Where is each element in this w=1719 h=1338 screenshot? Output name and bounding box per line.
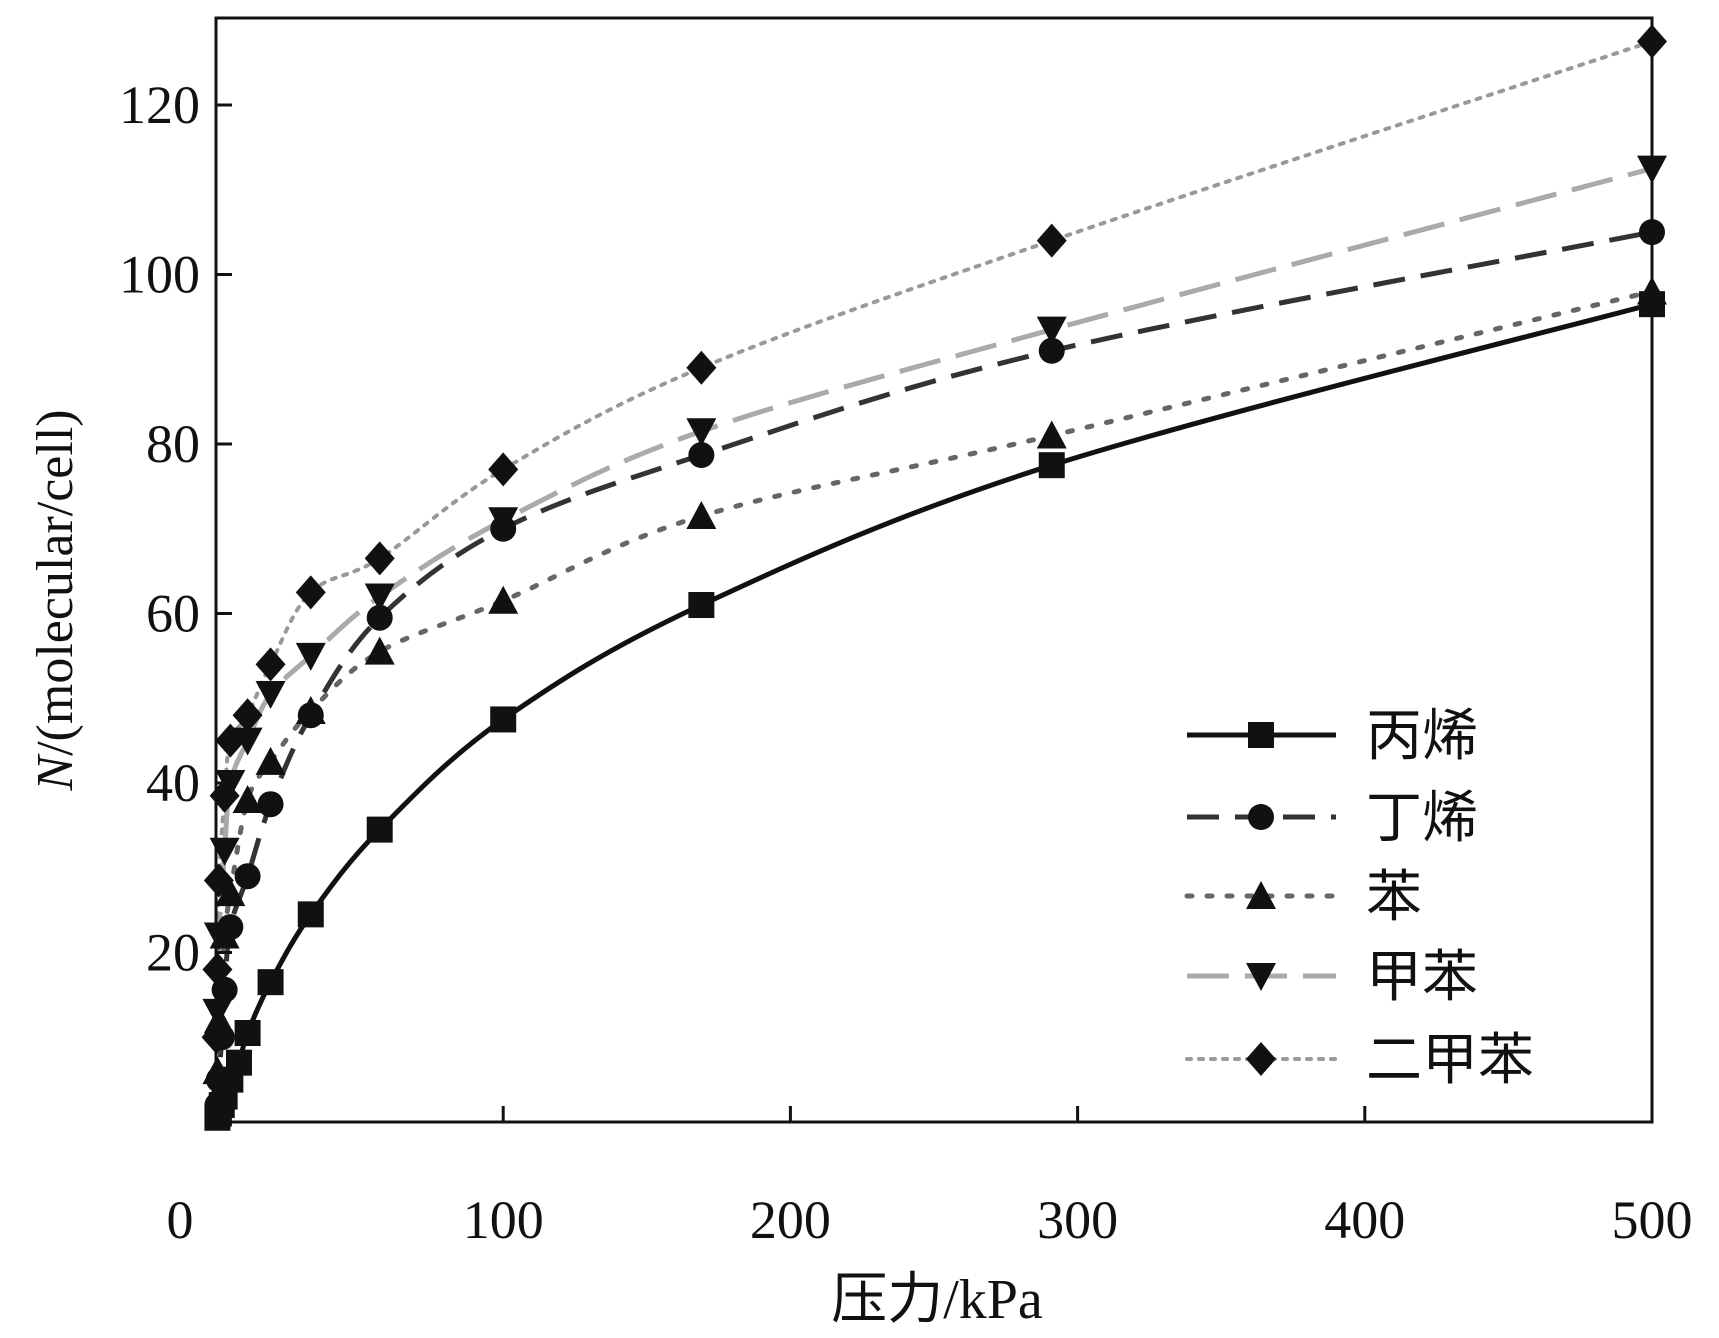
- series-markers: [201, 24, 1667, 1131]
- data-point-0-12: [1038, 452, 1065, 479]
- x-tick-label: 0: [167, 1190, 194, 1250]
- data-point-2-4: [232, 784, 263, 813]
- x-axis-label: 压力/kPa: [831, 1269, 1043, 1331]
- data-point-3-8: [488, 507, 519, 536]
- data-point-4-11: [1036, 223, 1067, 258]
- data-point-3-6: [295, 642, 326, 671]
- data-point-0-10: [490, 706, 517, 733]
- data-point-3-10: [1036, 316, 1067, 345]
- legend-label: 二甲苯: [1366, 1030, 1534, 1092]
- legend-marker: [1248, 804, 1274, 830]
- data-point-1-5: [234, 863, 261, 890]
- x-tick-labels: 0 100 200 300 400 500: [167, 1190, 1693, 1250]
- data-point-3-9: [686, 418, 717, 447]
- y-tick-label: 40: [146, 753, 200, 813]
- x-tick-label: 500: [1612, 1190, 1693, 1250]
- y-tick-label: 120: [119, 75, 200, 135]
- data-point-1-8: [366, 604, 393, 631]
- data-point-3-1: [203, 922, 234, 951]
- data-point-3-7: [364, 583, 395, 612]
- data-point-2-9: [686, 501, 717, 530]
- data-point-2-6: [295, 695, 326, 724]
- y-tick-label: 20: [146, 923, 200, 983]
- y-tick-label: 80: [146, 414, 200, 474]
- y-tick-label: 60: [146, 584, 200, 644]
- data-point-1-6: [257, 791, 284, 818]
- legend-item-1: 丁烯: [1187, 788, 1478, 850]
- data-point-0-6: [234, 1020, 261, 1047]
- data-point-4-2: [203, 863, 234, 898]
- legend-marker: [1246, 1042, 1276, 1076]
- data-point-4-9: [488, 452, 519, 487]
- data-point-4-10: [686, 350, 717, 385]
- data-point-1-10: [688, 442, 715, 469]
- legend-item-0: 丙烯: [1187, 706, 1478, 768]
- legend-item-2: 苯: [1184, 867, 1422, 929]
- axis-ticks: [216, 103, 1367, 1122]
- legend-marker: [1246, 881, 1276, 909]
- x-tick-label: 200: [750, 1190, 831, 1250]
- data-point-0-8: [297, 901, 324, 928]
- x-tick-label: 300: [1037, 1190, 1118, 1250]
- y-tick-labels: 20 40 60 80 100 120: [119, 75, 200, 983]
- legend-marker: [1248, 722, 1274, 748]
- series-line-4: [214, 39, 1654, 1040]
- data-point-0-7: [257, 969, 284, 996]
- y-tick-label: 100: [119, 245, 200, 305]
- data-point-0-9: [366, 816, 393, 843]
- x-tick-label: 400: [1324, 1190, 1405, 1250]
- data-point-2-5: [255, 746, 286, 775]
- data-point-2-8: [488, 585, 519, 614]
- legend-item-3: 甲苯: [1187, 947, 1478, 1009]
- legend-label: 丙烯: [1366, 706, 1478, 768]
- data-point-4-7: [295, 575, 326, 610]
- data-point-0-5: [225, 1049, 252, 1076]
- legend-item-4: 二甲苯: [1185, 1030, 1534, 1092]
- data-point-3-5: [255, 681, 286, 710]
- data-point-4-8: [364, 541, 395, 576]
- y-axis-label: N/(molecular/cell): [27, 409, 84, 791]
- legend-label: 丁烯: [1366, 788, 1478, 850]
- data-point-2-3: [215, 878, 246, 907]
- data-point-4-6: [255, 647, 286, 682]
- legend-label: 苯: [1366, 867, 1422, 929]
- y-axis-label-symbol: N: [27, 753, 84, 792]
- data-point-1-11: [1038, 337, 1065, 364]
- data-point-0-11: [688, 592, 715, 619]
- data-point-4-4: [215, 723, 246, 758]
- data-point-2-7: [364, 636, 395, 665]
- data-point-2-10: [1036, 420, 1067, 449]
- x-tick-label: 100: [463, 1190, 544, 1250]
- y-axis-label-unit: /(molecular/cell): [27, 409, 84, 755]
- series-line-3: [214, 166, 1653, 1012]
- data-point-4-5: [232, 698, 263, 733]
- plot-frame: [214, 16, 1654, 1124]
- legend-marker: [1246, 963, 1276, 991]
- data-point-3-4: [232, 727, 263, 756]
- legend-label: 甲苯: [1366, 947, 1478, 1009]
